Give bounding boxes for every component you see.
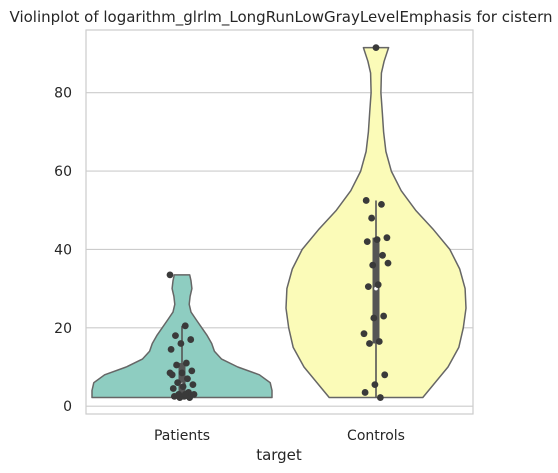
point-patients-8 [188,367,196,375]
point-controls-14 [360,330,368,338]
iqr-box-patients [178,363,186,393]
y-tick-label-60: 60 [54,164,72,180]
point-controls-6 [363,238,371,245]
iqr-box-controls [372,237,380,344]
strip-points [166,44,392,401]
point-controls-7 [379,251,386,259]
y-tick-label-80: 80 [54,86,72,102]
x-axis-label: target [256,446,302,464]
y-tick-label-20: 20 [54,321,72,337]
point-patients-3 [187,336,195,343]
point-patients-2 [172,332,179,340]
chart-title: Violinplot of logarithm_glrlm_LongRunLow… [10,8,553,27]
point-controls-17 [381,371,389,379]
point-controls-18 [371,381,379,389]
point-patients-7 [173,361,180,369]
x-tick-labels: Patients Controls [154,428,405,444]
y-tick-label-0: 0 [63,399,72,415]
point-controls-3 [368,214,376,222]
point-controls-16 [366,340,373,347]
point-patients-24 [181,391,189,398]
point-controls-4 [383,234,391,242]
point-controls-12 [380,312,388,320]
point-controls-2 [378,200,385,208]
point-controls-11 [364,283,372,291]
x-tick-label-patients: Patients [154,428,210,444]
point-controls-20 [376,394,384,401]
point-patients-22 [176,394,184,401]
point-controls-19 [361,389,369,396]
point-patients-13 [189,381,197,389]
point-patients-15 [169,385,177,392]
point-controls-5 [373,236,381,244]
point-controls-13 [370,314,378,322]
point-patients-4 [177,340,185,347]
point-patients-12 [174,379,182,387]
point-patients-9 [178,369,186,377]
point-controls-9 [384,259,392,267]
point-patients-0 [166,271,174,279]
point-patients-6 [182,359,190,367]
point-patients-1 [181,322,189,330]
point-controls-0 [372,44,380,52]
violins [91,46,467,399]
point-patients-14 [179,383,187,390]
point-patients-23 [166,369,174,377]
plot-frame [85,29,474,415]
x-tick-label-controls: Controls [347,428,405,444]
point-patients-20 [170,392,178,400]
y-tick-label-40: 40 [54,242,72,258]
y-tick-labels: 0 20 40 60 80 [54,86,72,415]
point-controls-10 [374,281,382,289]
point-patients-11 [184,375,191,383]
point-controls-15 [375,338,383,345]
point-patients-5 [167,345,175,353]
point-controls-8 [369,261,377,269]
point-controls-1 [362,197,370,204]
